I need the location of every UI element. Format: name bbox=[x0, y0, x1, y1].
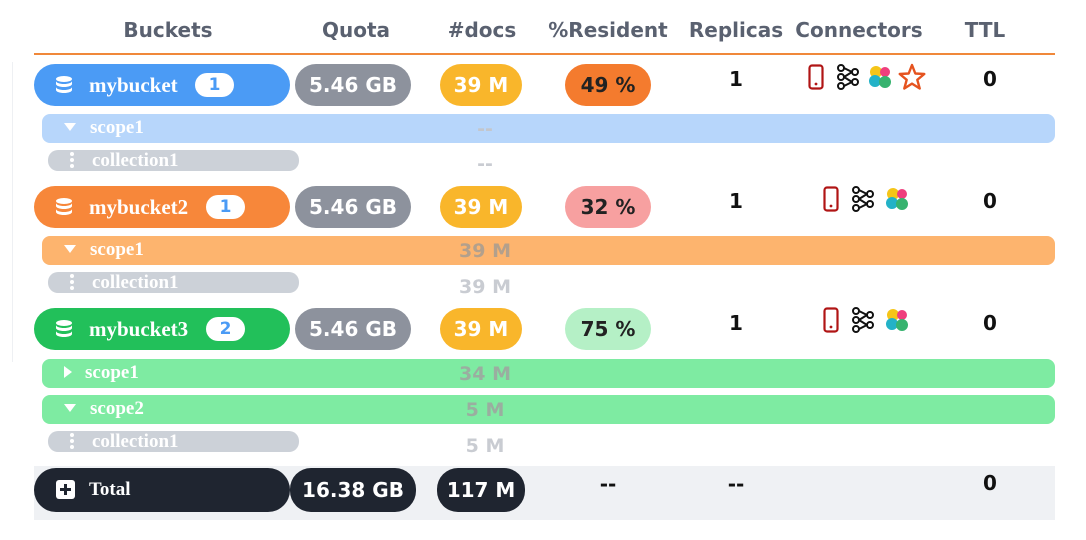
collection-name: collection1 bbox=[92, 272, 179, 293]
ttl-value: 0 bbox=[983, 189, 997, 213]
docs-pill: 39 M bbox=[440, 64, 522, 106]
left-edge bbox=[0, 62, 13, 362]
replicas-value: 1 bbox=[729, 311, 743, 335]
elastic-icon[interactable] bbox=[884, 307, 910, 333]
plus-square-icon[interactable] bbox=[56, 480, 75, 499]
docs-pill: 39 M bbox=[440, 186, 522, 228]
network-icon[interactable] bbox=[851, 186, 875, 212]
replicas-value: 1 bbox=[729, 67, 743, 91]
bucket-pill[interactable]: mybucket3 2 bbox=[34, 308, 290, 350]
network-icon[interactable] bbox=[836, 64, 860, 90]
scope-row[interactable]: scope2 bbox=[42, 395, 1055, 424]
scope-row[interactable]: scope1 bbox=[42, 236, 1055, 265]
collection-docs-count: 39 M bbox=[459, 276, 511, 298]
collection-row[interactable]: collection1 bbox=[48, 150, 299, 171]
scope-name: scope1 bbox=[85, 362, 139, 383]
network-icon[interactable] bbox=[851, 307, 875, 333]
kebab-icon[interactable] bbox=[70, 433, 74, 451]
database-icon bbox=[56, 76, 72, 93]
total-docs-pill: 117 M bbox=[437, 468, 525, 512]
collection-docs-count: 5 M bbox=[465, 435, 505, 457]
kebab-icon[interactable] bbox=[70, 274, 74, 292]
database-icon bbox=[56, 320, 72, 337]
scope-row[interactable]: scope1 bbox=[42, 114, 1055, 143]
collection-row[interactable]: collection1 bbox=[48, 272, 299, 293]
scope-docs-count: 34 M bbox=[459, 363, 511, 385]
total-label: Total bbox=[89, 479, 131, 500]
total-pill: Total bbox=[34, 468, 290, 512]
bucket-name: mybucket bbox=[89, 73, 178, 97]
total-replicas: -- bbox=[727, 472, 745, 496]
caret-right-icon[interactable] bbox=[64, 366, 73, 378]
column-header-replicas[interactable]: Replicas bbox=[688, 18, 784, 42]
scope-docs-count: -- bbox=[477, 118, 493, 140]
resident-pill: 49 % bbox=[565, 64, 651, 106]
caret-down-icon[interactable] bbox=[64, 245, 76, 254]
column-header-docs[interactable]: #docs bbox=[447, 18, 517, 42]
column-header-buckets[interactable]: Buckets bbox=[123, 18, 213, 42]
column-header-quota[interactable]: Quota bbox=[321, 18, 391, 42]
caret-down-icon[interactable] bbox=[64, 404, 76, 413]
scope-name: scope2 bbox=[90, 398, 144, 419]
kebab-icon[interactable] bbox=[70, 152, 74, 170]
caret-down-icon[interactable] bbox=[64, 123, 76, 132]
quota-pill: 5.46 GB bbox=[295, 64, 411, 106]
bucket-pill[interactable]: mybucket 1 bbox=[34, 64, 290, 106]
scope-count-badge: 1 bbox=[206, 195, 245, 219]
elastic-icon[interactable] bbox=[884, 186, 910, 212]
collection-name: collection1 bbox=[92, 150, 179, 171]
scope-count-badge: 2 bbox=[206, 317, 245, 341]
database-icon bbox=[56, 198, 72, 215]
scope-row[interactable]: scope1 bbox=[42, 359, 1055, 388]
resident-pill: 75 % bbox=[565, 308, 651, 350]
replicas-value: 1 bbox=[729, 189, 743, 213]
docs-pill: 39 M bbox=[440, 308, 522, 350]
elastic-icon[interactable] bbox=[867, 64, 893, 90]
quota-pill: 5.46 GB bbox=[295, 308, 411, 350]
ttl-value: 0 bbox=[983, 311, 997, 335]
bucket-pill[interactable]: mybucket2 1 bbox=[34, 186, 290, 228]
scope-docs-count: 39 M bbox=[459, 240, 511, 262]
total-resident: -- bbox=[599, 472, 617, 496]
ttl-value: 0 bbox=[983, 67, 997, 91]
quota-pill: 5.46 GB bbox=[295, 186, 411, 228]
scope-name: scope1 bbox=[90, 239, 144, 260]
total-quota-pill: 16.38 GB bbox=[290, 468, 416, 512]
total-ttl: 0 bbox=[983, 471, 997, 495]
star-icon[interactable] bbox=[898, 63, 926, 91]
bucket-name: mybucket3 bbox=[89, 317, 189, 341]
scope-docs-count: 5 M bbox=[465, 399, 505, 421]
scope-count-badge: 1 bbox=[195, 73, 234, 97]
mobile-icon[interactable] bbox=[823, 186, 839, 212]
header-rule bbox=[34, 53, 1055, 55]
mobile-icon[interactable] bbox=[808, 64, 824, 90]
collection-row[interactable]: collection1 bbox=[48, 431, 299, 452]
collection-name: collection1 bbox=[92, 431, 179, 452]
collection-docs-count: -- bbox=[477, 153, 493, 175]
column-header-ttl[interactable]: TTL bbox=[964, 18, 1006, 42]
mobile-icon[interactable] bbox=[823, 307, 839, 333]
resident-pill: 32 % bbox=[565, 186, 651, 228]
column-header-connectors: Connectors bbox=[795, 18, 923, 42]
scope-name: scope1 bbox=[90, 117, 144, 138]
bucket-name: mybucket2 bbox=[89, 195, 189, 219]
column-header-resident[interactable]: %Resident bbox=[548, 18, 668, 42]
